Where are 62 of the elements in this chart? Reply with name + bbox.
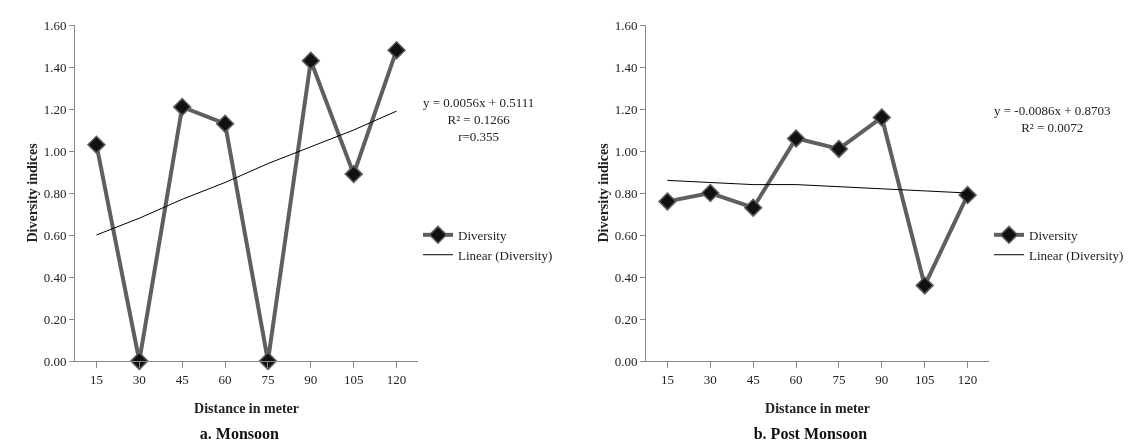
y-tick-label: 1.00: [43, 143, 67, 159]
y-tick-label: 0.80: [614, 185, 638, 201]
point: [172, 97, 192, 117]
x-tick-label: 75: [261, 371, 275, 387]
legend-label: Diversity: [458, 227, 507, 243]
x-tick-label: 30: [132, 371, 146, 387]
x-tick-label: 120: [957, 371, 978, 387]
y-tick-label: 0.20: [614, 311, 638, 327]
x-tick-label: 75: [832, 371, 846, 387]
point: [872, 108, 892, 127]
point: [958, 185, 977, 205]
point: [387, 41, 406, 60]
point: [344, 164, 363, 184]
x-tick-label: 30: [703, 371, 717, 387]
y-tick-label: 1.20: [614, 101, 638, 117]
legend-label: Linear (Diversity): [458, 247, 553, 263]
point: [829, 139, 849, 159]
x-tick-label: 90: [875, 371, 889, 387]
point: [701, 183, 720, 203]
point: [915, 276, 934, 295]
point: [658, 192, 677, 211]
point: [130, 351, 149, 371]
text: b. Post Monsoon: [753, 425, 868, 443]
point: [87, 135, 106, 154]
text: a. Monsoon: [199, 425, 280, 443]
x-tick-label: 45: [746, 371, 760, 387]
y-tick-label: 0.40: [43, 269, 67, 285]
x-tick-label: 15: [660, 371, 674, 387]
y-tick-label: 0.00: [614, 353, 638, 369]
y-tick-label: 1.20: [43, 101, 67, 117]
text: y = -0.0086x + 0.8703 R² = 0.0072: [994, 103, 1111, 135]
x-tick-label: 60: [218, 371, 232, 387]
legend-label: Linear (Diversity): [1029, 247, 1124, 263]
y-tick-label: 1.60: [614, 17, 638, 33]
y-tick-label: 1.60: [43, 17, 67, 33]
text: y = 0.0056x + 0.5111 R² = 0.1266 r=0.355: [423, 95, 535, 144]
y-axis-title: Diversity indices: [25, 142, 40, 243]
x-axis-title: Distance in meter: [194, 401, 299, 416]
point: [301, 51, 321, 70]
y-tick-label: 0.20: [43, 311, 67, 327]
x-tick-label: 105: [343, 371, 364, 387]
y-tick-label: 0.80: [43, 185, 67, 201]
y-tick-label: 1.40: [43, 59, 67, 75]
x-axis-title: Distance in meter: [765, 401, 870, 416]
point: [743, 198, 763, 217]
x-tick-label: 15: [89, 371, 103, 387]
point: [215, 114, 235, 133]
y-axis-title: Diversity indices: [596, 142, 611, 243]
x-tick-label: 45: [175, 371, 189, 387]
y-tick-label: 0.00: [43, 353, 67, 369]
y-tick-label: 0.40: [614, 269, 638, 285]
x-tick-label: 60: [789, 371, 803, 387]
line-series: [95, 110, 398, 236]
y-tick-label: 1.00: [614, 143, 638, 159]
point: [786, 129, 806, 148]
legend-label: Diversity: [1029, 227, 1078, 243]
y-tick-label: 0.60: [614, 227, 638, 243]
x-tick-label: 120: [386, 371, 407, 387]
x-tick-label: 105: [914, 371, 935, 387]
y-tick-label: 0.60: [43, 227, 67, 243]
y-tick-label: 1.40: [614, 59, 638, 75]
x-tick-label: 90: [304, 371, 318, 387]
